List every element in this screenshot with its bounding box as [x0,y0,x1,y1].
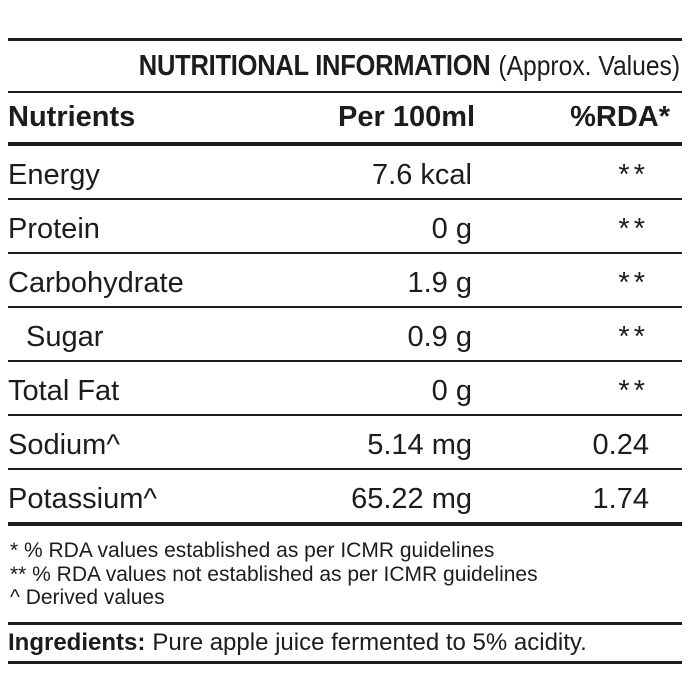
top-margin [8,0,682,38]
divider-bottom [8,661,682,664]
table-row: Protein 0 g ** [8,200,682,254]
nutrient-rda: 0.24 [592,428,649,461]
nutrient-value: 0.9 g [407,320,473,353]
table-row: Potassium^ 65.22 mg 1.74 [8,470,682,522]
nutrient-name: Total Fat [8,374,120,407]
section-title-text: NUTRITIONAL INFORMATION (Approx. Values) [139,50,680,83]
footnote-established: * % RDA values established as per ICMR g… [10,539,495,562]
nutrient-rda: ** [618,374,649,407]
ingredients-text: Pure apple juice fermented to 5% acidity… [152,629,587,656]
nutrient-name: Potassium^ [8,482,157,515]
nutrient-rda: ** [618,212,649,245]
nutrient-rda: ** [618,320,649,353]
nutrient-value: 1.9 g [407,266,473,299]
nutrient-value: 0 g [431,374,472,407]
nutrient-name: Protein [8,212,100,245]
ingredients: Ingredients: Pure apple juice fermented … [8,625,682,661]
nutrient-name: Sugar [26,320,104,353]
nutrient-value: 0 g [431,212,472,245]
nutrient-rda: ** [618,266,649,299]
table-header: Nutrients Per 100ml %RDA* [8,93,682,142]
footnote-derived-values: ^ Derived values [10,586,165,609]
table-row: Sugar 0.9 g ** [8,308,682,362]
nutrient-name: Carbohydrate [8,266,184,299]
table-row: Total Fat 0 g ** [8,362,682,416]
footnote-not-established: ** % RDA values not established as per I… [10,562,538,586]
divider-top [8,38,682,41]
column-header-per-100ml: Per 100ml [338,101,476,133]
divider-above-ingredients [8,622,682,625]
column-header-rda: %RDA* [570,101,670,133]
table-row: Carbohydrate 1.9 g ** [8,254,682,308]
ingredients-label: Ingredients: [8,629,146,656]
title-suffix: (Approx. Values) [498,49,680,81]
nutrient-name: Energy [8,158,100,191]
nutrient-rows: Energy 7.6 kcal ** Protein 0 g ** Carboh… [8,146,682,522]
title-main: NUTRITIONAL INFORMATION [138,49,491,82]
divider-below-rows [8,522,682,526]
nutrient-value: 65.22 mg [351,482,472,515]
nutrient-name: Sodium^ [8,428,120,461]
table-row: Sodium^ 5.14 mg 0.24 [8,416,682,470]
nutrient-rda: ** [618,158,649,191]
nutrient-value: 7.6 kcal [372,158,472,191]
nutrient-rda: 1.74 [592,482,649,515]
divider-below-title [8,91,682,93]
table-row: Energy 7.6 kcal ** [8,146,682,200]
column-header-nutrients: Nutrients [8,101,136,133]
section-title: NUTRITIONAL INFORMATION (Approx. Values) [8,41,682,91]
divider-below-header [8,142,682,146]
nutrient-value: 5.14 mg [367,428,472,461]
footnotes: * % RDA values established as per ICMR g… [8,526,682,622]
